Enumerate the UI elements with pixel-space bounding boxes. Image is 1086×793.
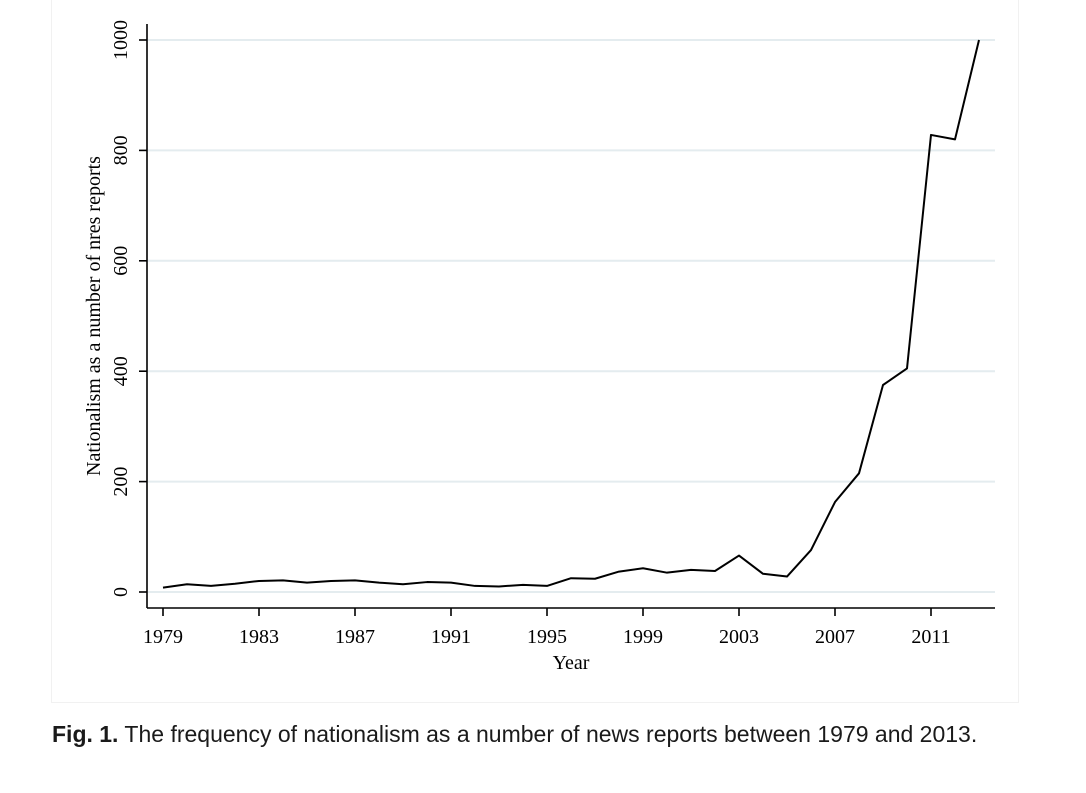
axes [139,24,995,616]
x-tick-label-2003: 2003 [719,626,759,648]
x-tick-label-1979: 1979 [143,626,183,648]
x-tick-label-2011: 2011 [911,626,950,648]
y-tick-label-600: 600 [110,246,132,276]
y-axis-title: Nationalism as a number of nres reports [83,156,105,476]
caption-text: The frequency of nationalism as a number… [118,721,978,747]
x-axis-title: Year [553,652,590,674]
y-tick-label-200: 200 [110,467,132,497]
y-tick-label-0: 0 [110,587,132,597]
line-chart: 0 200 400 600 800 1000 1979 1983 1987 1991 1995 199… [83,20,995,674]
caption-label: Fig. 1. [52,721,119,747]
series-line-0 [162,39,980,589]
x-tick-label-1987: 1987 [335,626,375,648]
y-tick-label-1000: 1000 [110,20,132,60]
x-tick-label-1995: 1995 [527,626,567,648]
figure-caption: Fig. 1. The frequency of nationalism as … [52,716,1042,752]
x-tick-label-1991: 1991 [431,626,471,648]
y-tick-label-400: 400 [110,356,132,386]
axis-labels: 0 200 400 600 800 1000 1979 1983 1987 1991 1995 199… [83,20,951,674]
x-tick-label-1999: 1999 [623,626,663,648]
series-layer [162,39,980,589]
gridlines [148,39,995,593]
x-tick-label-1983: 1983 [239,626,279,648]
x-tick-label-2007: 2007 [815,626,855,648]
y-tick-label-800: 800 [110,135,132,165]
